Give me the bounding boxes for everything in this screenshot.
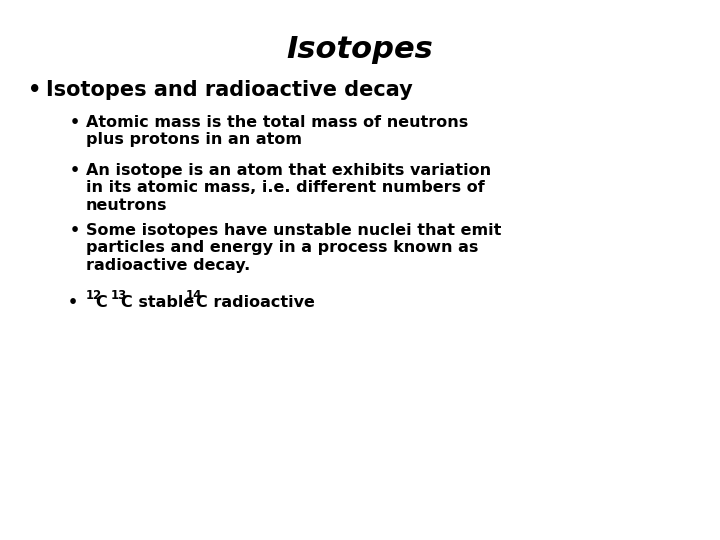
- Text: Some isotopes have unstable nuclei that emit
particles and energy in a process k: Some isotopes have unstable nuclei that …: [86, 223, 501, 273]
- Text: •: •: [70, 115, 80, 130]
- Text: 13: 13: [111, 289, 127, 302]
- Text: •: •: [68, 295, 78, 310]
- Text: Atomic mass is the total mass of neutrons
plus protons in an atom: Atomic mass is the total mass of neutron…: [86, 115, 468, 147]
- Text: C stable: C stable: [121, 295, 200, 310]
- Text: •: •: [70, 223, 80, 238]
- Text: •: •: [70, 163, 80, 178]
- Text: C radioactive: C radioactive: [197, 295, 315, 310]
- Text: An isotope is an atom that exhibits variation
in its atomic mass, i.e. different: An isotope is an atom that exhibits vari…: [86, 163, 491, 213]
- Text: •: •: [28, 80, 41, 100]
- Text: C: C: [96, 295, 114, 310]
- Text: Isotopes and radioactive decay: Isotopes and radioactive decay: [46, 80, 413, 100]
- Text: 12: 12: [86, 289, 102, 302]
- Text: 14: 14: [186, 289, 202, 302]
- Text: Isotopes: Isotopes: [287, 35, 433, 64]
